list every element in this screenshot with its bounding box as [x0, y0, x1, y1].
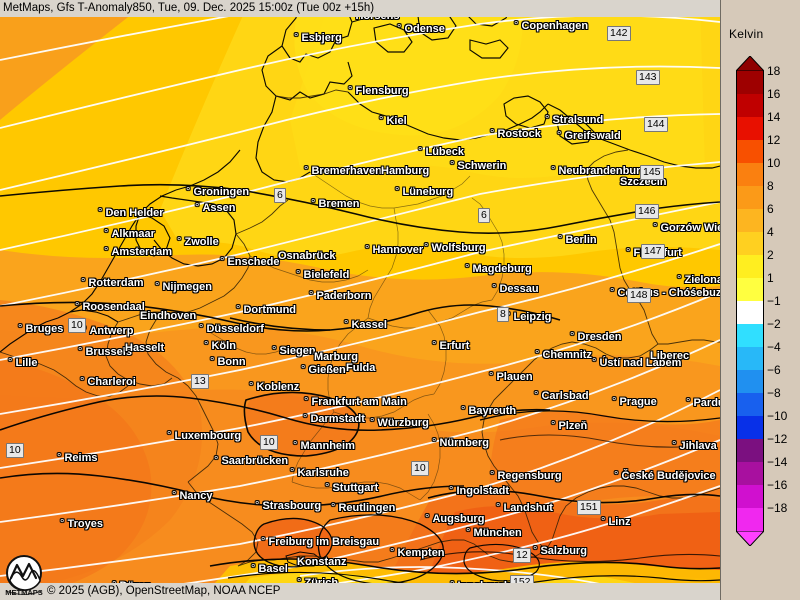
geopotential-isoline-label: 151	[577, 500, 601, 515]
legend-tick-label: −10	[767, 409, 788, 423]
temperature-contour-label: 8	[497, 307, 509, 322]
temperature-contour-label: 10	[68, 318, 86, 333]
temperature-contour-label: 12	[513, 548, 531, 563]
legend-color-band[interactable]	[736, 71, 764, 94]
legend-tick-label: −16	[767, 478, 788, 492]
legend-tick-label: −14	[767, 455, 788, 469]
legend-color-band[interactable]	[736, 439, 764, 462]
legend-color-band[interactable]	[736, 393, 764, 416]
geopotential-isoline-label: 142	[607, 26, 631, 41]
temperature-contour-label: 13	[191, 374, 209, 389]
geopotential-isoline-label: 145	[640, 165, 664, 180]
logo-wordmark: METMAPS	[5, 588, 43, 597]
legend-tick-label: 16	[767, 87, 781, 101]
legend-color-band[interactable]	[736, 301, 764, 324]
temperature-contour-label: 10	[411, 461, 429, 476]
temperature-contour-label: 6	[274, 188, 286, 203]
legend-tick-label: −12	[767, 432, 788, 446]
legend-tick-label: −4	[767, 340, 781, 354]
legend-tick-label: −8	[767, 386, 781, 400]
legend-color-band[interactable]	[736, 232, 764, 255]
legend-tick-label: 4	[767, 225, 774, 239]
legend-tick-label: −1	[767, 294, 781, 308]
temperature-contour-label: 10	[6, 443, 24, 458]
legend-color-band[interactable]	[736, 462, 764, 485]
legend-color-band[interactable]	[736, 324, 764, 347]
legend-color-band[interactable]	[736, 117, 764, 140]
legend-color-band[interactable]	[736, 163, 764, 186]
legend-tick-label: 14	[767, 110, 781, 124]
geopotential-isoline-label: 146	[635, 204, 659, 219]
legend-tick-label: 8	[767, 179, 774, 193]
legend-color-band[interactable]	[736, 485, 764, 508]
legend-tick-label: −6	[767, 363, 781, 377]
legend-unit-title: Kelvin	[729, 27, 764, 41]
legend-color-scale[interactable]: 18 16 14 12 10 8 6 4 2 1 −1 −2 −4 −6 −8 −10 −12 −14 −16 −18	[734, 55, 798, 576]
legend-tick-label: −2	[767, 317, 781, 331]
weather-map[interactable]: ° Horsens° Esbjerg° Odense° Copenhagen° …	[0, 0, 720, 600]
temperature-contour-label: 6	[478, 208, 490, 223]
legend-color-band[interactable]	[736, 508, 764, 531]
metmaps-logo-icon: METMAPS	[2, 550, 46, 598]
legend-tick-label: 6	[767, 202, 774, 216]
map-canvas	[0, 0, 720, 600]
legend-panel[interactable]: Kelvin 18 16 14 12 10 8 6 4 2 1 −1 −2 −4 −6 −8 −10 −12 −1…	[720, 0, 800, 600]
legend-tick-label: 2	[767, 248, 774, 262]
legend-bottom-arrow-icon	[734, 530, 766, 547]
geopotential-isoline-label: 147	[641, 244, 665, 259]
legend-color-band[interactable]	[736, 416, 764, 439]
legend-color-band[interactable]	[736, 140, 764, 163]
legend-color-band[interactable]	[736, 370, 764, 393]
legend-color-band[interactable]	[736, 209, 764, 232]
legend-tick-label: −18	[767, 501, 788, 515]
legend-tick-label: 12	[767, 133, 781, 147]
legend-color-band[interactable]	[736, 94, 764, 117]
legend-tick-label: 1	[767, 271, 774, 285]
legend-tick-label: 10	[767, 156, 781, 170]
legend-tick-label: 18	[767, 64, 781, 78]
legend-color-band[interactable]	[736, 278, 764, 301]
map-attribution-bar: © 2025 (AGB), OpenStreetMap, NOAA NCEP	[0, 583, 720, 600]
legend-top-arrow-icon	[734, 55, 766, 72]
geopotential-isoline-label: 143	[636, 70, 660, 85]
map-title-bar: MetMaps, Gfs T-Anomaly850, Tue, 09. Dec.…	[0, 0, 720, 17]
legend-color-band[interactable]	[736, 347, 764, 370]
legend-color-band[interactable]	[736, 255, 764, 278]
geopotential-isoline-label: 144	[644, 117, 668, 132]
geopotential-isoline-label: 148	[627, 288, 651, 303]
temperature-contour-label: 10	[260, 435, 278, 450]
legend-color-band[interactable]	[736, 186, 764, 209]
